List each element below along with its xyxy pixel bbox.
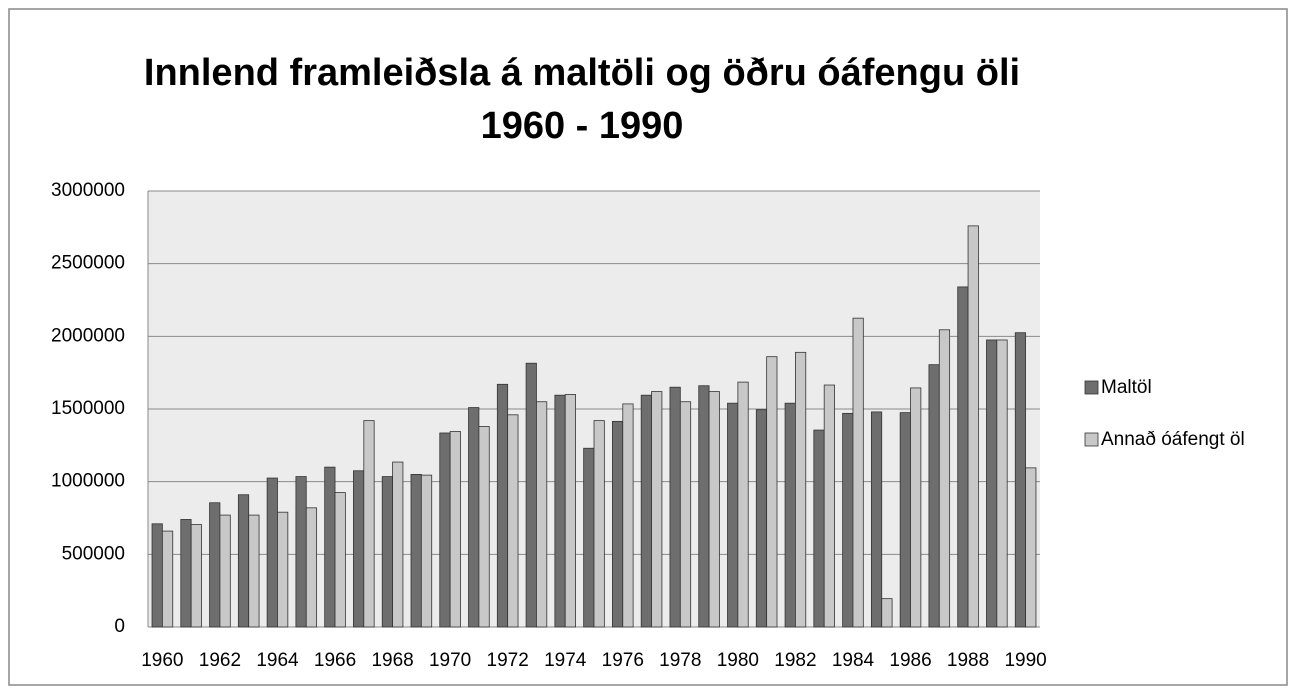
bar — [766, 356, 778, 628]
x-tick-label: 1972 — [487, 650, 529, 671]
y-tick-label: 1000000 — [51, 471, 125, 492]
legend-label: Annað óáfengt öl — [1101, 429, 1245, 450]
x-tick-label: 1960 — [141, 650, 183, 671]
x-tick-label: 1982 — [774, 650, 816, 671]
bar — [899, 412, 911, 628]
x-tick-label: 1970 — [429, 650, 471, 671]
y-tick-label: 500000 — [62, 543, 125, 564]
bar — [1014, 332, 1027, 628]
bar — [564, 394, 576, 628]
x-tick-label: 1974 — [544, 650, 587, 671]
x-tick-label: 1976 — [602, 650, 644, 671]
bar — [698, 385, 710, 628]
chart-subtitle: 1960 - 1990 — [481, 105, 684, 147]
x-tick-label: 1978 — [659, 650, 701, 671]
bar — [381, 476, 393, 628]
x-tick-label: 1962 — [199, 650, 241, 671]
bar — [870, 411, 883, 628]
bar — [967, 225, 979, 628]
bar — [813, 429, 825, 628]
x-tick-label: 1980 — [717, 650, 759, 671]
legend-swatch — [1084, 380, 1099, 395]
bar — [468, 407, 480, 628]
legend-swatch — [1084, 432, 1099, 447]
x-tick-label: 1968 — [371, 650, 413, 671]
bar — [755, 409, 768, 628]
bar — [938, 329, 951, 628]
bar — [784, 402, 796, 628]
bar — [353, 470, 365, 628]
bar — [536, 401, 548, 628]
bar — [622, 403, 634, 628]
bar — [1025, 467, 1037, 628]
bar — [151, 523, 163, 628]
bar — [852, 317, 864, 628]
x-tick-label: 1984 — [832, 650, 875, 671]
bar — [410, 473, 422, 628]
bar — [478, 426, 490, 628]
bar — [180, 519, 192, 628]
y-tick-label: 3000000 — [51, 180, 125, 201]
bar — [363, 420, 375, 628]
chart-title: Innlend framleiðsla á maltöli og öðru óá… — [144, 52, 1020, 94]
bar — [669, 386, 681, 628]
bar — [295, 476, 307, 628]
bar — [708, 391, 720, 628]
bar — [957, 286, 969, 628]
bar — [996, 339, 1008, 628]
x-tick-label: 1990 — [1004, 650, 1046, 671]
x-tick-label: 1964 — [256, 650, 299, 671]
bar — [842, 412, 854, 628]
bar — [583, 447, 595, 628]
y-tick-label: 1500000 — [51, 398, 125, 419]
bar — [612, 420, 624, 628]
bar — [248, 514, 260, 628]
legend-label: Maltöl — [1101, 377, 1152, 398]
bar — [593, 420, 605, 628]
bar — [795, 351, 807, 628]
bar — [392, 461, 404, 628]
bar — [679, 401, 692, 628]
x-tick-label: 1988 — [947, 650, 989, 671]
bar — [651, 391, 663, 628]
bar — [554, 394, 566, 628]
bar — [190, 524, 202, 628]
bar — [910, 387, 922, 628]
bar — [277, 511, 289, 628]
bar — [737, 381, 749, 628]
x-tick-label: 1986 — [889, 650, 931, 671]
bar — [209, 502, 221, 628]
bar — [324, 466, 336, 628]
bar — [525, 362, 537, 628]
bar — [305, 507, 318, 628]
bar — [161, 530, 174, 628]
bar — [496, 383, 509, 628]
bar — [449, 431, 461, 628]
bar — [928, 364, 940, 628]
y-tick-label: 2500000 — [51, 253, 125, 274]
bar — [881, 598, 893, 628]
bar — [266, 477, 278, 628]
y-tick-label: 2000000 — [51, 325, 125, 346]
bar — [439, 432, 451, 628]
bar — [727, 402, 739, 628]
bar — [334, 492, 346, 628]
bar — [219, 514, 231, 628]
bar — [237, 494, 250, 628]
bar — [823, 384, 835, 628]
bar — [420, 474, 433, 628]
bar — [986, 339, 998, 628]
bar — [507, 414, 519, 628]
y-tick-label: 0 — [114, 616, 125, 637]
x-tick-label: 1966 — [314, 650, 356, 671]
bar — [640, 394, 652, 628]
